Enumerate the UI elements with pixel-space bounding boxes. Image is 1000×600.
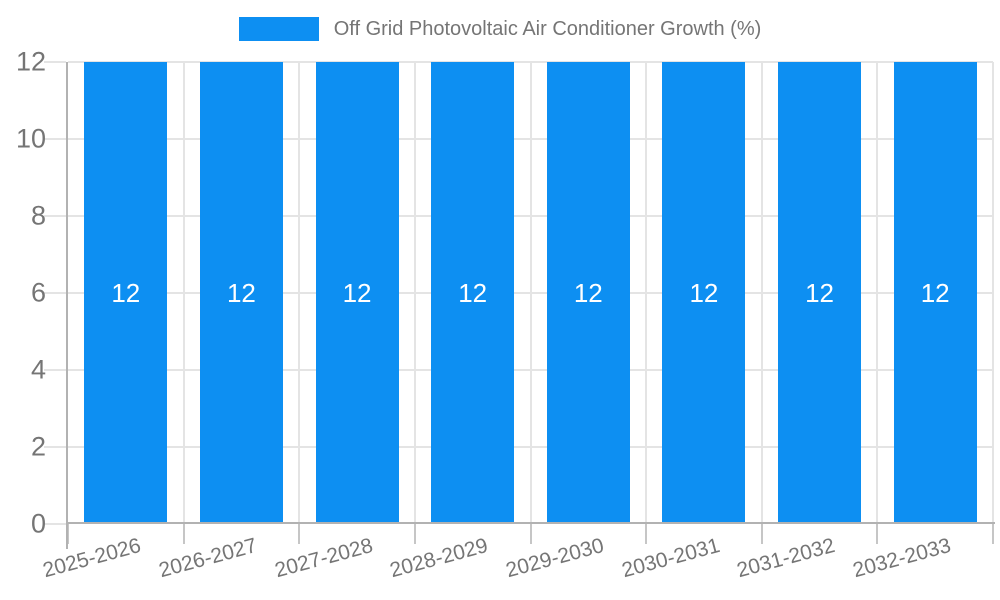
y-axis-label: 8: [30, 200, 46, 231]
y-axis-line: [66, 62, 68, 549]
x-axis-label: 2026-2027: [156, 534, 260, 583]
x-axis-label: 2032-2033: [850, 534, 954, 583]
y-axis-tick: [44, 215, 66, 217]
bar: 12: [778, 62, 862, 524]
x-axis-tick: [760, 524, 763, 544]
bar: 12: [199, 62, 283, 524]
y-axis-tick: [44, 523, 66, 525]
x-axis-label: 2030-2031: [618, 534, 722, 583]
x-axis-label: 2031-2032: [734, 534, 838, 583]
y-axis-label: 0: [30, 508, 46, 539]
y-axis-tick: [44, 138, 66, 140]
bar-value-label: 12: [342, 277, 372, 308]
bar-value-label: 12: [805, 277, 835, 308]
x-axis-tick: [182, 524, 185, 544]
bar: 12: [431, 62, 515, 524]
x-axis-tick: [876, 524, 879, 544]
x-axis-tick: [67, 524, 69, 544]
x-axis-tick: [413, 524, 416, 544]
x-axis-tick: [645, 524, 648, 544]
y-axis-tick: [44, 369, 66, 371]
vertical-gridline: [298, 62, 301, 524]
x-axis-label: 2025-2026: [40, 534, 144, 583]
bar-value-label: 12: [458, 277, 488, 308]
vertical-gridline: [760, 62, 763, 524]
bar: 12: [315, 62, 399, 524]
y-axis-label: 10: [15, 123, 46, 154]
x-axis-label: 2027-2028: [272, 534, 376, 583]
bar-value-label: 12: [226, 277, 256, 308]
plot-area: 12 12 12 12 12 12 12 12: [68, 61, 994, 524]
legend-swatch: [238, 17, 319, 41]
bar: 12: [546, 62, 630, 524]
vertical-gridline: [182, 62, 185, 524]
bar-value-label: 12: [689, 277, 719, 308]
legend-label: Off Grid Photovoltaic Air Conditioner Gr…: [333, 18, 762, 40]
bar: 12: [662, 62, 746, 524]
chart-legend: Off Grid Photovoltaic Air Conditioner Gr…: [0, 16, 1000, 42]
x-axis-baseline: [66, 522, 995, 524]
vertical-gridline: [413, 62, 416, 524]
x-axis-tick: [529, 524, 532, 544]
bar-value-label: 12: [573, 277, 603, 308]
vertical-gridline: [529, 62, 532, 524]
vertical-gridline: [992, 62, 994, 524]
bar: 12: [893, 62, 977, 524]
x-axis-tick: [992, 524, 994, 544]
x-axis-label: 2028-2029: [387, 534, 491, 583]
vertical-gridline: [876, 62, 879, 524]
y-axis-label: 6: [30, 277, 46, 308]
y-axis-tick: [44, 61, 66, 63]
y-axis-tick: [44, 446, 66, 448]
y-axis-label: 2: [30, 431, 46, 462]
bar: 12: [84, 62, 168, 524]
bar-value-label: 12: [920, 277, 950, 308]
bar-value-label: 12: [111, 277, 141, 308]
x-axis-tick: [298, 524, 301, 544]
x-axis-label: 2029-2030: [503, 534, 607, 583]
y-axis-label: 4: [30, 354, 46, 385]
y-axis-tick: [44, 292, 66, 294]
y-axis-label: 12: [15, 46, 46, 77]
vertical-gridline: [645, 62, 648, 524]
